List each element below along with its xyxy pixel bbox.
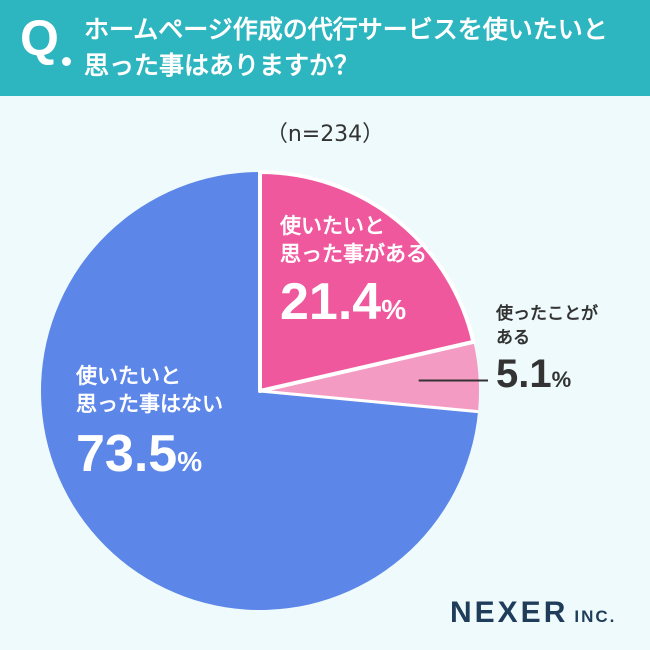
brand-suffix: INC. [574,607,617,626]
question-line-2: 思った事はありますか？ [84,51,360,80]
pie-slice [260,172,474,391]
slice-label-line-1: 使いたいと [280,214,385,238]
q-dot [62,57,71,66]
sample-size: （n=234） [265,122,385,147]
slice-label-line-1: 使いたいと [76,364,181,388]
slice-value: 73.5 [76,425,178,483]
slice-percent-sign: % [381,294,407,325]
brand-logo: NEXER INC. [450,596,616,630]
slice-label-line-2: ある [496,328,530,348]
highlight-outline [258,170,476,393]
pie-slice [260,341,480,412]
slice-label-line-2: 思った事がある [280,242,427,266]
question-text: ホームページ作成の代行サービスを使いたいと 思った事はありますか？ [84,12,644,84]
slice-value: 21.4 [280,273,382,331]
slice-separator [259,389,479,414]
q-mark: Q [20,10,59,66]
question-banner: Q ホームページ作成の代行サービスを使いたいと 思った事はありますか？ [0,0,650,96]
slice-label-line-2: 思った事はない [76,392,223,416]
slice-percent-sign: % [551,367,572,392]
brand-name: NEXER [450,596,569,629]
slice-label-line-1: 使ったことが [496,304,598,324]
slice-percent-sign: % [177,446,203,477]
slice-label-never-wanted: 使いたいと 思った事はない 73.5% [76,362,223,480]
slice-label-have-used: 使ったことが ある 5.1% [496,302,598,394]
slice-value: 5.1 [496,352,552,396]
slice-label-wanted-to-use: 使いたいと 思った事がある 21.4% [280,212,427,328]
question-line-1: ホームページ作成の代行サービスを使いたいと [84,15,608,44]
